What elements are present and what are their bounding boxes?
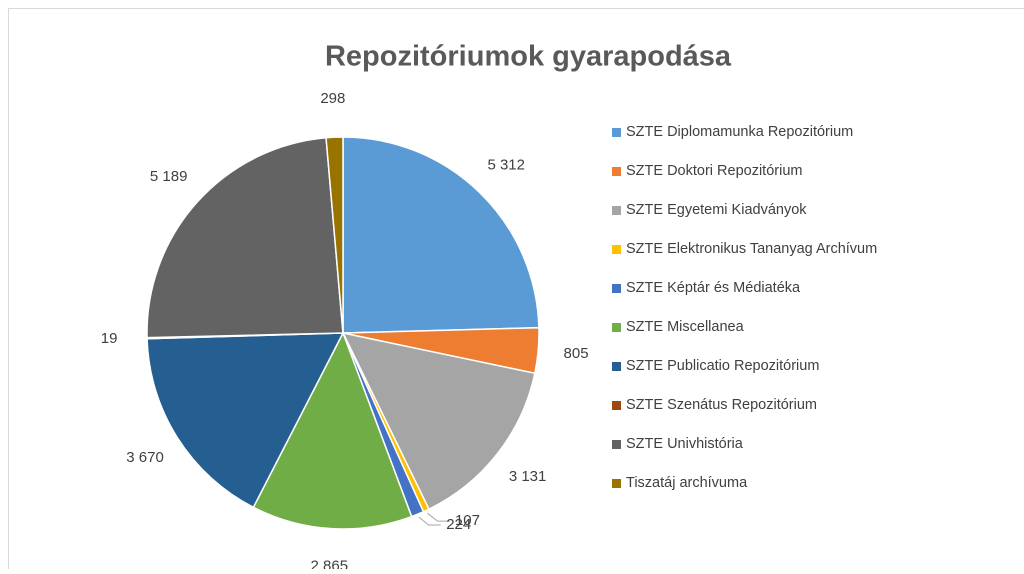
data-label: 2 865 — [311, 558, 349, 569]
legend-swatch — [612, 167, 621, 176]
legend-label: Tiszatáj archívuma — [626, 475, 748, 491]
legend-swatch — [612, 245, 621, 254]
legend-swatch — [612, 323, 621, 332]
legend-label: SZTE Diplomamunka Repozitórium — [626, 124, 853, 140]
legend-swatch — [612, 401, 621, 410]
data-label: 3 670 — [126, 449, 164, 466]
data-label: 5 189 — [150, 168, 188, 185]
legend-swatch — [612, 128, 621, 137]
data-label: 5 312 — [487, 156, 525, 173]
legend-label: SZTE Miscellanea — [626, 319, 745, 335]
legend-label: SZTE Szenátus Repozitórium — [626, 397, 817, 413]
chart-title: Repozitóriumok gyarapodása — [325, 41, 732, 73]
legend-swatch — [612, 479, 621, 488]
legend-swatch — [612, 362, 621, 371]
data-label: 224 — [446, 516, 471, 533]
legend-swatch — [612, 284, 621, 293]
legend-swatch — [612, 206, 621, 215]
data-label: 3 131 — [509, 468, 547, 485]
data-label: 805 — [564, 345, 589, 362]
legend-label: SZTE Doktori Repozitórium — [626, 163, 802, 179]
data-label: 298 — [320, 90, 345, 107]
data-label: 19 — [101, 330, 118, 347]
legend-label: SZTE Egyetemi Kiadványok — [626, 202, 807, 218]
legend-swatch — [612, 440, 621, 449]
legend-label: SZTE Elektronikus Tananyag Archívum — [626, 241, 877, 257]
legend-label: SZTE Publicatio Repozitórium — [626, 358, 819, 374]
legend-label: SZTE Univhistória — [626, 436, 744, 452]
legend-label: SZTE Képtár és Médiatéka — [626, 280, 801, 296]
